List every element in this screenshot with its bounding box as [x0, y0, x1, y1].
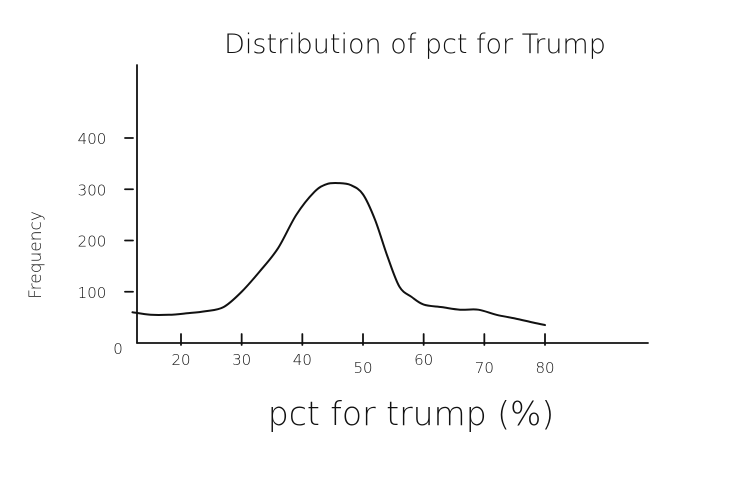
y-axis-label: Frequency: [26, 211, 46, 299]
x-tick-label: 40: [293, 351, 312, 369]
x-tick-label: 20: [171, 351, 190, 369]
y-tick-group: 0 100 200 300 400: [78, 130, 134, 358]
y-tick-label: 0: [113, 340, 123, 358]
y-tick-label: 300: [78, 181, 107, 199]
chart-title: Distribution of pct for Trump: [224, 29, 606, 60]
x-tick-label: 70: [475, 359, 494, 377]
x-tick-label: 50: [353, 359, 372, 377]
x-tick-group: 20 30 40 50 60 70 80: [171, 333, 555, 377]
x-tick-label: 30: [232, 351, 251, 369]
x-axis-label: pct for trump (%): [268, 394, 555, 433]
y-tick-label: 400: [78, 130, 107, 148]
y-tick-label: 200: [78, 233, 107, 251]
frequency-curve: [131, 181, 546, 327]
x-tick-label: 80: [535, 359, 554, 377]
y-tick-label: 100: [78, 284, 107, 302]
x-tick-label: 60: [414, 351, 433, 369]
